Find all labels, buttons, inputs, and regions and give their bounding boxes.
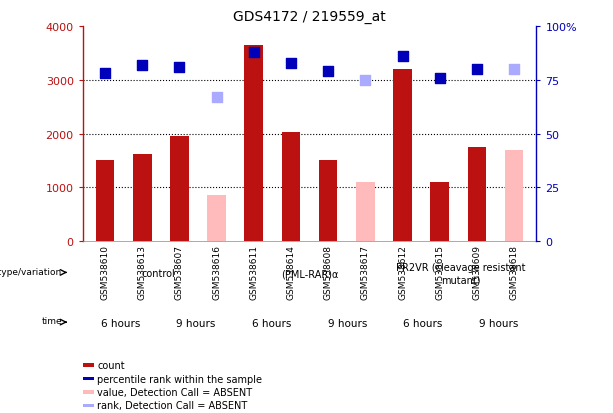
Text: 6 hours: 6 hours xyxy=(252,318,291,328)
Text: control: control xyxy=(142,268,175,279)
Text: time: time xyxy=(42,316,62,325)
Point xyxy=(137,62,147,69)
Point xyxy=(249,49,259,56)
Title: GDS4172 / 219559_at: GDS4172 / 219559_at xyxy=(233,10,386,24)
Text: PR2VR (cleavage resistant
mutant): PR2VR (cleavage resistant mutant) xyxy=(396,262,525,285)
Point xyxy=(472,66,482,73)
Text: rank, Detection Call = ABSENT: rank, Detection Call = ABSENT xyxy=(97,400,248,411)
Text: value, Detection Call = ABSENT: value, Detection Call = ABSENT xyxy=(97,387,253,397)
Bar xyxy=(133,154,151,242)
Bar xyxy=(83,390,94,394)
Bar xyxy=(468,147,486,242)
Point xyxy=(175,64,185,71)
Point xyxy=(360,77,370,84)
Bar xyxy=(504,150,524,242)
Text: (PML-RAR)α: (PML-RAR)α xyxy=(281,268,338,279)
Point xyxy=(398,54,408,60)
Bar xyxy=(83,377,94,380)
Text: percentile rank within the sample: percentile rank within the sample xyxy=(97,374,262,384)
Text: genotype/variation: genotype/variation xyxy=(0,267,62,276)
Bar xyxy=(245,45,263,242)
Bar xyxy=(430,183,449,242)
Bar xyxy=(83,363,94,367)
Point xyxy=(100,71,110,77)
Text: 9 hours: 9 hours xyxy=(177,318,216,328)
Text: 9 hours: 9 hours xyxy=(328,318,367,328)
Bar xyxy=(393,70,412,242)
Point xyxy=(323,69,333,75)
Text: 6 hours: 6 hours xyxy=(403,318,443,328)
Bar xyxy=(83,404,94,407)
Point xyxy=(509,66,519,73)
Text: 6 hours: 6 hours xyxy=(101,318,140,328)
Text: 9 hours: 9 hours xyxy=(479,318,518,328)
Text: count: count xyxy=(97,360,125,370)
Bar xyxy=(282,133,300,242)
Bar xyxy=(96,161,115,242)
Point xyxy=(435,75,444,82)
Point xyxy=(211,95,221,101)
Bar xyxy=(170,137,189,242)
Bar xyxy=(207,196,226,242)
Point xyxy=(286,60,296,66)
Bar xyxy=(356,183,375,242)
Bar xyxy=(319,161,337,242)
